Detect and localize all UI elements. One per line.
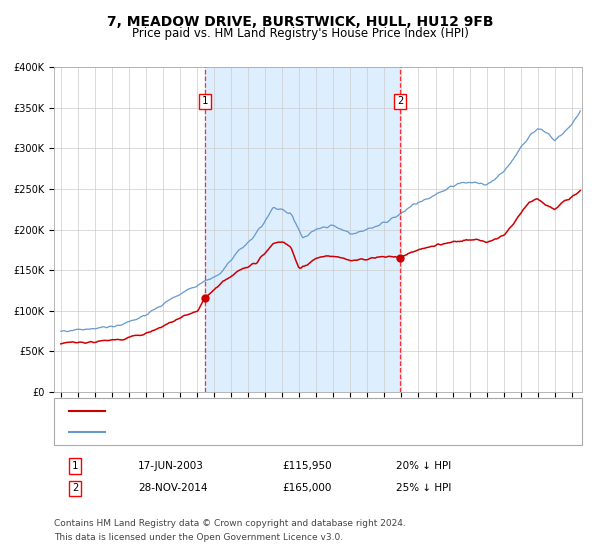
Text: £165,000: £165,000 [282, 483, 331, 493]
Text: 7, MEADOW DRIVE, BURSTWICK, HULL, HU12 9FB (detached house): 7, MEADOW DRIVE, BURSTWICK, HULL, HU12 9… [114, 406, 466, 416]
Text: HPI: Average price, detached house, East Riding of Yorkshire: HPI: Average price, detached house, East… [114, 427, 430, 437]
Text: 2: 2 [397, 96, 403, 106]
Text: Price paid vs. HM Land Registry's House Price Index (HPI): Price paid vs. HM Land Registry's House … [131, 27, 469, 40]
Text: This data is licensed under the Open Government Licence v3.0.: This data is licensed under the Open Gov… [54, 533, 343, 542]
Text: Contains HM Land Registry data © Crown copyright and database right 2024.: Contains HM Land Registry data © Crown c… [54, 519, 406, 528]
Text: £115,950: £115,950 [282, 461, 332, 471]
Bar [205, 67, 400, 392]
Text: 1: 1 [72, 461, 78, 471]
Text: 17-JUN-2003: 17-JUN-2003 [138, 461, 204, 471]
Text: 20% ↓ HPI: 20% ↓ HPI [396, 461, 451, 471]
Text: 28-NOV-2014: 28-NOV-2014 [138, 483, 208, 493]
Text: 7, MEADOW DRIVE, BURSTWICK, HULL, HU12 9FB: 7, MEADOW DRIVE, BURSTWICK, HULL, HU12 9… [107, 15, 493, 29]
Text: 2: 2 [72, 483, 78, 493]
Text: 25% ↓ HPI: 25% ↓ HPI [396, 483, 451, 493]
Text: 1: 1 [202, 96, 208, 106]
